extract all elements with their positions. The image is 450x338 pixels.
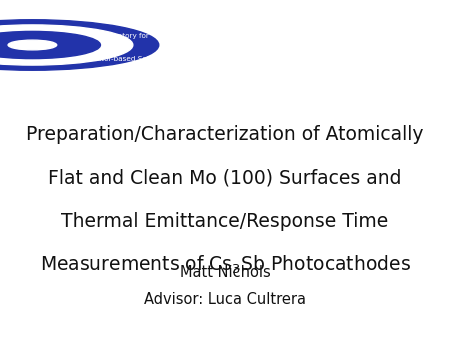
Text: Preparation/Characterization of Atomically: Preparation/Characterization of Atomical… <box>26 125 424 144</box>
Text: Measurements of Cs$_3$Sb Photocathodes: Measurements of Cs$_3$Sb Photocathodes <box>40 254 410 276</box>
Text: Thermal Emittance/Response Time: Thermal Emittance/Response Time <box>61 212 389 231</box>
Circle shape <box>0 25 133 65</box>
Text: Advisor: Luca Cultrera: Advisor: Luca Cultrera <box>144 292 306 307</box>
Circle shape <box>0 13 194 77</box>
Text: Matt Nichols: Matt Nichols <box>180 265 270 280</box>
Circle shape <box>0 20 159 70</box>
Text: Cornell Laboratory for: Cornell Laboratory for <box>70 33 148 39</box>
Circle shape <box>8 40 57 50</box>
Text: Flat and Clean Mo (100) Surfaces and: Flat and Clean Mo (100) Surfaces and <box>48 169 402 188</box>
Text: Accelerator-based ScienceS and Education (CLASSE): Accelerator-based ScienceS and Education… <box>70 55 260 62</box>
Circle shape <box>0 31 100 58</box>
